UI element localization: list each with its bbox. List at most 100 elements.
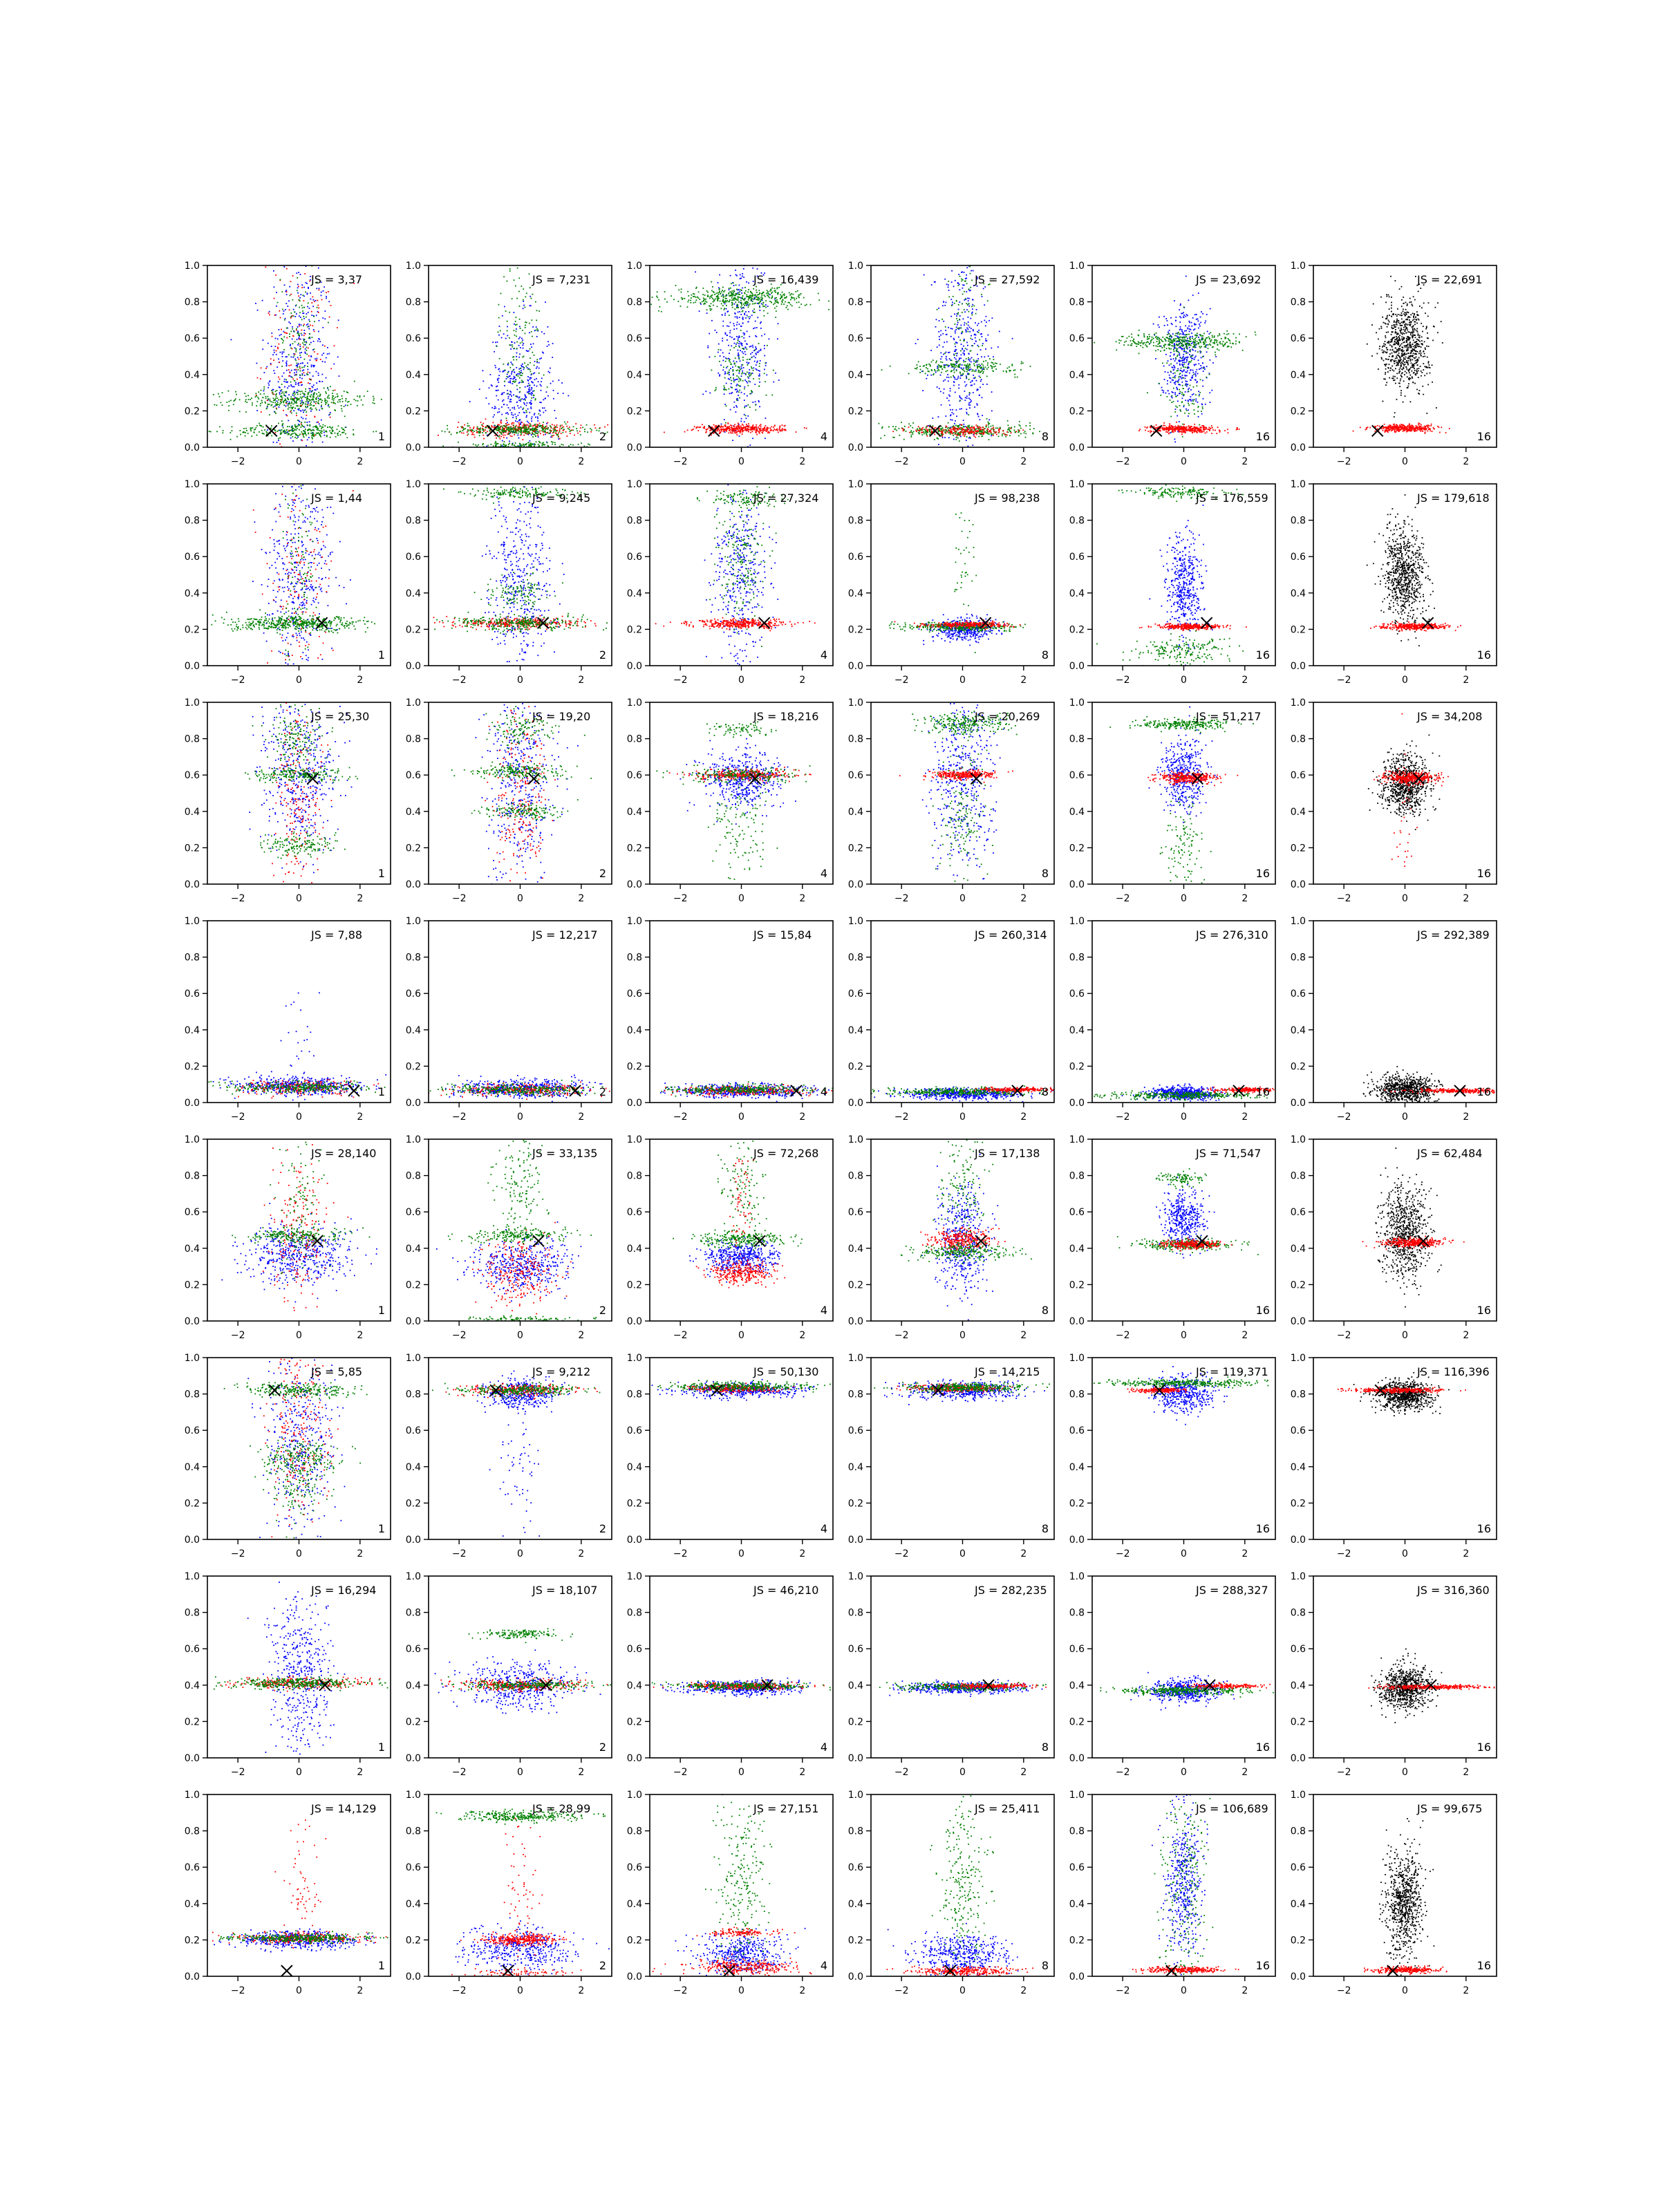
point (310, 310, 312, 312)
point (302, 426, 304, 427)
point (982, 370, 983, 371)
point (912, 427, 914, 429)
point (285, 405, 287, 407)
point (531, 346, 532, 348)
point (290, 330, 292, 332)
point (951, 366, 953, 368)
point (774, 428, 775, 430)
point (943, 301, 944, 303)
point (299, 370, 301, 372)
point (715, 427, 717, 428)
point (317, 373, 319, 374)
point (498, 408, 500, 410)
point (970, 328, 972, 330)
point (532, 433, 533, 434)
point (513, 429, 514, 431)
point (297, 332, 299, 334)
point (478, 428, 480, 430)
point (728, 360, 730, 362)
point (232, 404, 234, 406)
point (328, 291, 329, 292)
point (270, 364, 272, 366)
point (523, 429, 525, 431)
point (932, 359, 934, 362)
point (990, 425, 992, 427)
point (268, 384, 270, 386)
point (545, 301, 546, 303)
point (273, 393, 275, 395)
point (972, 270, 974, 272)
point (292, 398, 293, 400)
point (301, 329, 303, 331)
point (977, 388, 979, 391)
point (1039, 431, 1040, 433)
point (338, 399, 340, 401)
point (543, 407, 545, 409)
point (315, 358, 316, 360)
point (274, 315, 276, 316)
point (299, 348, 301, 350)
point (513, 380, 515, 382)
point (671, 295, 672, 297)
point (738, 427, 740, 428)
point (794, 297, 795, 299)
point (536, 429, 538, 431)
point (775, 372, 776, 374)
point (558, 436, 559, 438)
point (534, 361, 536, 362)
point (751, 431, 753, 433)
point (336, 429, 338, 431)
point (910, 436, 912, 438)
point (498, 368, 500, 370)
point (936, 360, 937, 362)
point (766, 431, 768, 433)
point (510, 428, 512, 430)
point (547, 445, 549, 447)
point (984, 427, 986, 429)
point (957, 434, 959, 436)
point (514, 434, 516, 435)
point (293, 353, 294, 355)
point (1013, 429, 1015, 431)
point (498, 382, 500, 383)
point (319, 395, 321, 397)
point (507, 427, 509, 429)
point (342, 429, 344, 430)
point (256, 405, 258, 406)
point (499, 431, 500, 433)
point (930, 284, 932, 285)
point (754, 401, 756, 403)
point (285, 294, 288, 296)
point (279, 362, 281, 364)
point (682, 297, 684, 299)
point (228, 405, 230, 406)
point (765, 394, 767, 396)
point (280, 432, 282, 434)
point (763, 373, 765, 375)
point (511, 341, 513, 343)
point (738, 367, 740, 368)
point (373, 400, 375, 401)
point (518, 277, 521, 279)
point (565, 431, 567, 433)
point (287, 404, 289, 406)
point (520, 422, 522, 424)
point (323, 451, 324, 453)
point (776, 306, 778, 308)
point (721, 291, 722, 293)
point (287, 431, 288, 433)
point (740, 385, 742, 387)
point (990, 428, 992, 430)
point (529, 440, 531, 442)
point (307, 392, 309, 394)
point (940, 365, 941, 367)
point (255, 427, 257, 429)
point (737, 366, 739, 368)
point (960, 429, 962, 431)
point (724, 404, 726, 405)
point (727, 310, 729, 312)
point (746, 294, 748, 296)
point (543, 399, 545, 401)
point (271, 435, 273, 437)
point (854, 429, 856, 431)
